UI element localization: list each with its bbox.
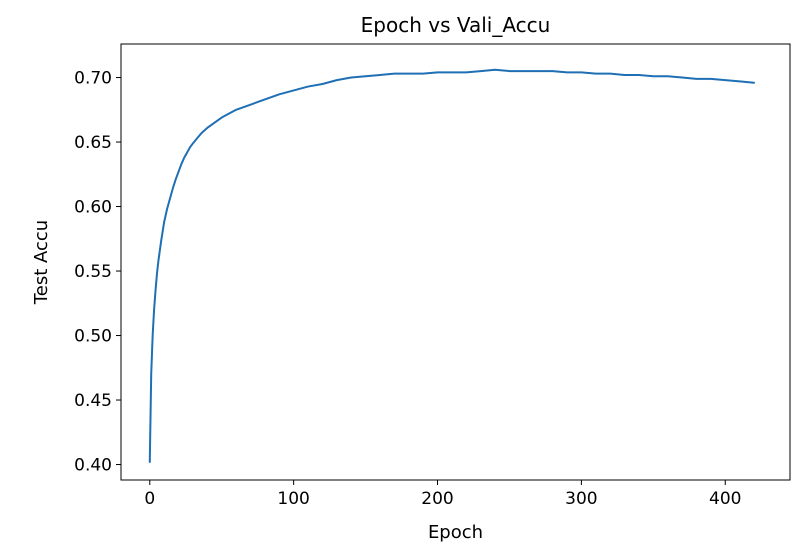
x-tick-label: 100 — [277, 489, 309, 509]
y-tick-label: 0.65 — [74, 133, 112, 153]
x-tick-label: 0 — [144, 489, 155, 509]
y-tick-label: 0.55 — [74, 262, 112, 282]
y-axis-label: Test Accu — [31, 220, 52, 305]
x-tick-label: 200 — [421, 489, 453, 509]
x-axis-label: Epoch — [428, 522, 483, 543]
y-tick-label: 0.45 — [74, 391, 112, 411]
x-tick-label: 300 — [565, 489, 597, 509]
y-tick-label: 0.50 — [74, 327, 112, 347]
series-line — [148, 68, 756, 463]
y-axis-ticks: 0.40 0.45 0.50 0.55 0.60 0.65 0.70 — [74, 69, 121, 476]
plot-area-frame — [120, 43, 791, 481]
y-tick-label: 0.60 — [74, 198, 112, 218]
x-axis-ticks: 0 100 200 300 400 — [144, 480, 741, 509]
chart-title: Epoch vs Vali_Accu — [361, 13, 551, 37]
x-tick-label: 400 — [709, 489, 741, 509]
y-tick-label: 0.70 — [74, 69, 112, 89]
y-tick-label: 0.40 — [74, 456, 112, 476]
